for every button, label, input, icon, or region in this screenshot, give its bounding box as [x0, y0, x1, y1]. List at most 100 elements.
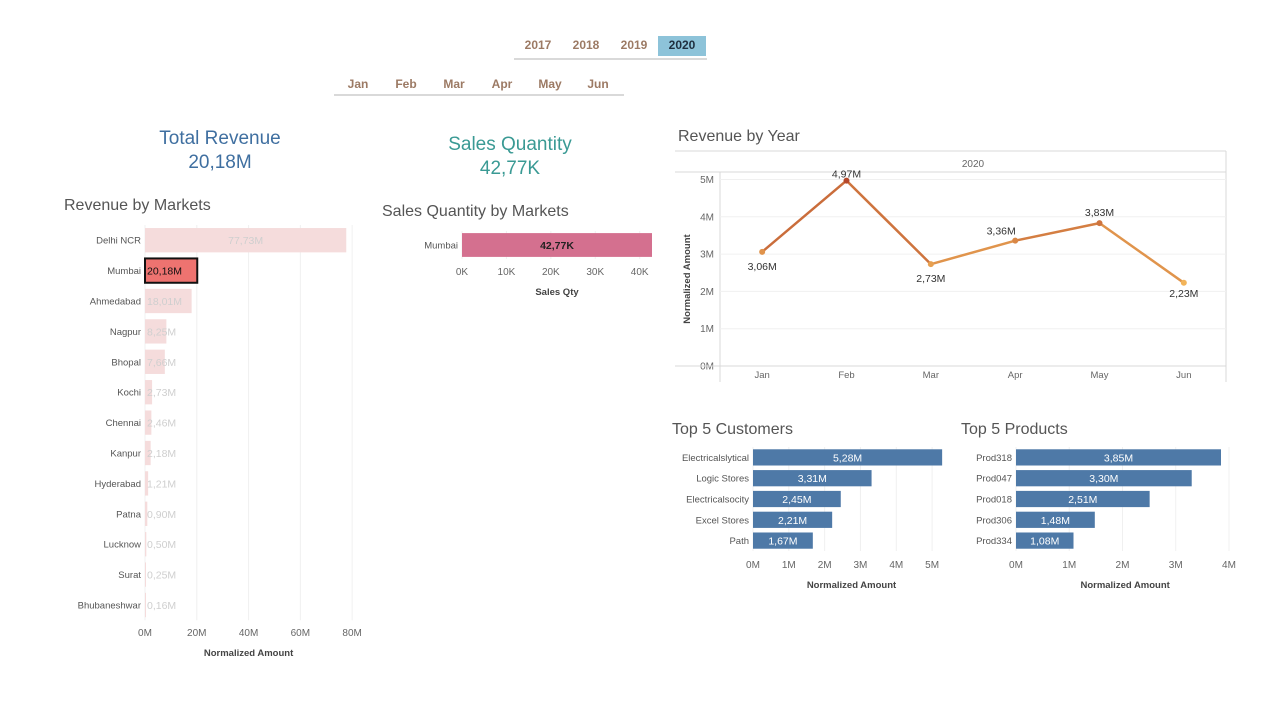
- month-apr[interactable]: Apr: [491, 77, 513, 91]
- x-tick-label: 1M: [782, 560, 796, 571]
- x-tick-label: 0K: [456, 267, 469, 278]
- month-feb[interactable]: Feb: [395, 77, 417, 91]
- x-tick-label: 40K: [631, 267, 649, 278]
- bar: [753, 532, 813, 549]
- bar: [145, 288, 192, 314]
- data-label: 18,01M: [147, 296, 182, 308]
- x-tick-label: 20K: [542, 267, 560, 278]
- bar: [145, 410, 152, 435]
- kpi-total-revenue: Total Revenue 20,18M: [120, 128, 320, 174]
- bar: [1016, 490, 1150, 508]
- x-tick-label: 0M: [138, 628, 152, 639]
- data-label: 2,73M: [916, 273, 945, 285]
- data-label: 0,50M: [147, 539, 176, 551]
- bar: [145, 228, 347, 253]
- x-tick-label: 10K: [498, 267, 516, 278]
- x-tick-label: 4M: [1222, 560, 1236, 571]
- category-label: Lucknow: [104, 540, 142, 551]
- bar: [753, 511, 833, 528]
- x-tick-label: 30K: [586, 267, 604, 278]
- qty-markets-title: Sales Quantity by Markets: [382, 203, 569, 220]
- kpi-sales-quantity: Sales Quantity 42,77K: [410, 134, 610, 180]
- series-line-segment: [929, 239, 1017, 266]
- x-axis-label: Normalized Amount: [807, 580, 897, 590]
- x-tick-label: 4M: [889, 560, 903, 571]
- data-label: 2,23M: [1169, 288, 1198, 300]
- customers-title: Top 5 Customers: [672, 421, 793, 438]
- category-label: Delhi NCR: [96, 236, 141, 247]
- series-line-segment: [845, 179, 933, 266]
- y-tick-label: 5M: [700, 175, 714, 186]
- month-may[interactable]: May: [538, 77, 562, 91]
- data-label: 20,18M: [147, 266, 182, 278]
- category-label: Patna: [116, 509, 142, 520]
- month-jan[interactable]: Jan: [347, 77, 369, 91]
- bar: [753, 490, 841, 508]
- y-tick-label: 3M: [700, 250, 714, 261]
- column-header: 2020: [962, 159, 985, 170]
- data-label: 1,21M: [147, 478, 176, 490]
- category-label: Kochi: [117, 388, 141, 399]
- year-title: Revenue by Year: [678, 128, 800, 145]
- bar: [1016, 449, 1221, 466]
- data-point: [1096, 220, 1103, 227]
- bar: [145, 471, 149, 496]
- y-tick-label: 1M: [700, 324, 714, 335]
- x-tick-label: 80M: [342, 628, 361, 639]
- x-tick-label: 0M: [1009, 560, 1023, 571]
- year-2019[interactable]: 2019: [620, 38, 648, 52]
- x-tick-label: 2M: [1116, 560, 1130, 571]
- data-label: 4,97M: [832, 169, 861, 181]
- data-point: [843, 177, 850, 184]
- category-label: Kanpur: [110, 449, 141, 460]
- year-2018[interactable]: 2018: [572, 38, 600, 52]
- category-label: Electricalslytical: [682, 453, 749, 464]
- year-filter: 2017 2018 2019 2020: [514, 36, 707, 60]
- data-label: 3,36M: [987, 226, 1016, 238]
- data-label: 2,73M: [147, 387, 176, 399]
- category-label: Bhopal: [111, 357, 141, 368]
- data-label: 8,25M: [147, 326, 176, 338]
- x-tick-label: 60M: [291, 628, 310, 639]
- bar: [145, 440, 151, 466]
- data-label: 77,73M: [228, 235, 263, 247]
- category-label: Mumbai: [107, 266, 141, 277]
- data-label: 0,90M: [147, 509, 176, 521]
- bar: [145, 501, 148, 526]
- x-tick-label: 40M: [239, 628, 258, 639]
- month-mar[interactable]: Mar: [443, 77, 465, 91]
- data-label: 3,30M: [1089, 473, 1118, 485]
- data-label: 7,66M: [147, 357, 176, 369]
- data-label: 2,21M: [778, 515, 807, 527]
- x-tick-label: 3M: [1169, 560, 1183, 571]
- category-label: Prod018: [976, 495, 1012, 506]
- x-tick-label: May: [1091, 370, 1109, 381]
- month-jun[interactable]: Jun: [587, 77, 609, 91]
- y-tick-label: 2M: [700, 287, 714, 298]
- year-2020[interactable]: 2020: [658, 36, 706, 56]
- category-label: Excel Stores: [696, 515, 750, 526]
- series-line-segment: [1013, 221, 1101, 242]
- category-label: Prod318: [976, 453, 1012, 464]
- markets-chart: 0M 20M 40M 60M 80M Normalized Amount Delhi NCR…: [78, 225, 362, 659]
- category-label: Prod334: [976, 536, 1012, 547]
- data-label: 42,77K: [540, 240, 574, 252]
- x-axis-label: Normalized Amount: [204, 648, 294, 659]
- x-tick-label: Feb: [838, 370, 854, 381]
- x-tick-label: 20M: [187, 628, 206, 639]
- category-label: Bhubaneshwar: [78, 601, 141, 612]
- top-customers-chart: 0M 1M 2M 3M 4M 5M Normalized Amount Electricals…: [682, 447, 943, 590]
- data-label: 5,28M: [833, 452, 862, 464]
- category-label: Nagpur: [110, 327, 141, 338]
- bar: [145, 319, 167, 344]
- category-label: Logic Stores: [696, 474, 749, 485]
- year-2017[interactable]: 2017: [524, 38, 552, 52]
- data-label: 1,48M: [1041, 515, 1070, 527]
- category-label: Surat: [118, 570, 141, 581]
- bar: [145, 562, 146, 587]
- y-tick-label: 4M: [700, 212, 714, 223]
- x-tick-label: 0M: [746, 560, 760, 571]
- y-axis-label: Normalized Amount: [682, 233, 693, 323]
- data-label: 1,67M: [768, 536, 797, 548]
- x-axis-label: Sales Qty: [535, 287, 579, 298]
